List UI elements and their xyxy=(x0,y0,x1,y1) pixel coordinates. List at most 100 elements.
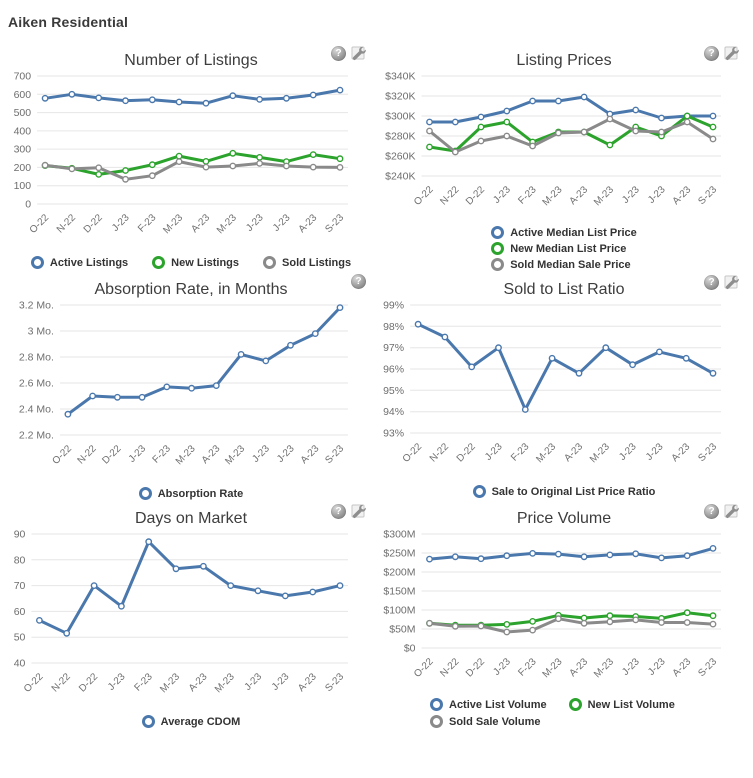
data-point xyxy=(282,94,290,102)
legend-item-sold-median-sale-price[interactable]: Sold Median Sale Price xyxy=(491,258,631,271)
legend-item-active-median-list-price[interactable]: Active Median List Price xyxy=(491,226,637,239)
svg-text:A-23: A-23 xyxy=(671,184,694,207)
tools-icon[interactable] xyxy=(723,503,739,519)
chart-plot: 93% 94% 95% 96% 97% 98% 99% O-22 N-22 D-22 J-23 F-2… xyxy=(381,299,747,483)
data-point xyxy=(90,582,98,589)
data-point xyxy=(632,106,640,114)
svg-text:S-23: S-23 xyxy=(696,656,719,679)
legend-item-average-cdom[interactable]: Average CDOM xyxy=(141,715,240,728)
data-point xyxy=(175,158,183,166)
tools-icon[interactable] xyxy=(723,274,739,290)
data-point xyxy=(336,304,344,312)
data-point xyxy=(683,112,691,120)
legend-item-new-list-volume[interactable]: New List Volume xyxy=(568,698,675,711)
data-point xyxy=(336,582,344,589)
data-point xyxy=(602,344,610,352)
svg-text:J-23: J-23 xyxy=(646,656,668,678)
help-icon[interactable]: ? xyxy=(704,503,719,519)
data-point xyxy=(122,167,129,174)
series-sold-median-sale-price xyxy=(426,115,717,156)
legend-item-sold-listings[interactable]: Sold Listings xyxy=(263,256,351,269)
data-point xyxy=(554,615,562,623)
legend-item-sold-sale-volume[interactable]: Sold Sale Volume xyxy=(430,715,541,728)
svg-text:94%: 94% xyxy=(383,406,404,418)
svg-text:D-22: D-22 xyxy=(464,184,487,207)
data-point xyxy=(580,553,588,561)
legend-item-sale-to-original-list-price-ratio[interactable]: Sale to Original List Price Ratio xyxy=(472,485,655,498)
series-active-median-list-price xyxy=(426,93,717,126)
help-icon[interactable]: ? xyxy=(351,274,366,289)
svg-text:J-23: J-23 xyxy=(620,184,642,206)
help-icon[interactable]: ? xyxy=(704,45,719,61)
data-point xyxy=(237,351,245,358)
data-point xyxy=(554,97,562,105)
svg-text:500: 500 xyxy=(14,107,32,119)
data-point xyxy=(163,383,171,391)
svg-text:200: 200 xyxy=(14,162,32,174)
data-point xyxy=(606,551,614,559)
legend-item-active-list-volume[interactable]: Active List Volume xyxy=(430,698,547,711)
svg-text:700: 700 xyxy=(14,71,32,83)
legend-item-active-listings[interactable]: Active Listings xyxy=(30,256,128,269)
y-axis-labels: 0 100 200 300 400 500 600 700 xyxy=(14,71,32,211)
data-point xyxy=(658,114,665,122)
data-point xyxy=(468,363,476,371)
data-point xyxy=(336,155,344,163)
gridlines xyxy=(31,533,348,664)
data-point xyxy=(262,357,270,365)
chart-legend: Active Listings New Listings Sold Listings xyxy=(8,256,374,269)
legend-item-absorption-rate[interactable]: Absorption Rate xyxy=(138,487,243,500)
svg-text:40: 40 xyxy=(14,658,26,670)
data-point xyxy=(41,94,49,102)
tools-icon[interactable] xyxy=(350,45,366,61)
data-point xyxy=(256,160,264,167)
data-point xyxy=(309,91,317,99)
help-icon[interactable]: ? xyxy=(704,274,719,290)
svg-text:A-23: A-23 xyxy=(299,443,322,466)
data-point xyxy=(35,617,43,624)
data-point xyxy=(426,118,433,126)
data-point xyxy=(441,333,449,341)
data-point xyxy=(580,93,588,101)
svg-text:J-23: J-23 xyxy=(106,671,128,693)
data-point xyxy=(118,602,125,610)
data-point xyxy=(202,163,210,171)
tools-icon[interactable] xyxy=(350,503,366,519)
card-icons: ? xyxy=(331,503,366,519)
svg-text:$100M: $100M xyxy=(383,605,415,617)
chart-legend: Sale to Original List Price Ratio xyxy=(381,485,747,498)
data-point xyxy=(554,129,562,137)
y-axis-labels: 93% 94% 95% 96% 97% 98% 99% xyxy=(383,300,404,440)
data-point xyxy=(477,622,485,630)
series-active-list-volume xyxy=(426,544,717,563)
svg-text:J-23: J-23 xyxy=(244,212,266,234)
svg-text:400: 400 xyxy=(14,125,32,137)
data-point xyxy=(503,118,511,126)
svg-text:M-23: M-23 xyxy=(158,671,182,695)
tools-icon[interactable] xyxy=(723,45,739,61)
svg-text:$320K: $320K xyxy=(385,91,415,103)
svg-text:A-23: A-23 xyxy=(671,656,694,679)
data-point xyxy=(709,612,717,620)
help-icon[interactable]: ? xyxy=(331,45,346,61)
data-point xyxy=(64,410,72,418)
svg-text:99%: 99% xyxy=(383,300,404,312)
chart-title: Sold to List Ratio xyxy=(503,281,625,298)
gridlines xyxy=(421,533,721,649)
chart-canvas: 2.2 Mo. 2.4 Mo. 2.6 Mo. 2.8 Mo. 3 Mo. 3.2 Mo.… xyxy=(19,300,348,467)
card-icons: ? xyxy=(331,45,366,61)
data-point xyxy=(548,354,556,362)
data-point xyxy=(451,148,459,156)
data-point xyxy=(683,118,691,126)
data-point xyxy=(138,393,146,401)
legend-marker xyxy=(568,698,582,711)
svg-text:J-23: J-23 xyxy=(617,441,639,463)
help-icon[interactable]: ? xyxy=(331,503,346,519)
data-point xyxy=(95,171,103,178)
legend-item-new-median-list-price[interactable]: New Median List Price xyxy=(491,242,626,255)
y-axis-labels: 40 50 60 70 80 90 xyxy=(14,529,26,670)
data-point xyxy=(529,142,537,150)
legend-marker xyxy=(491,226,505,239)
legend-item-new-listings[interactable]: New Listings xyxy=(152,256,239,269)
